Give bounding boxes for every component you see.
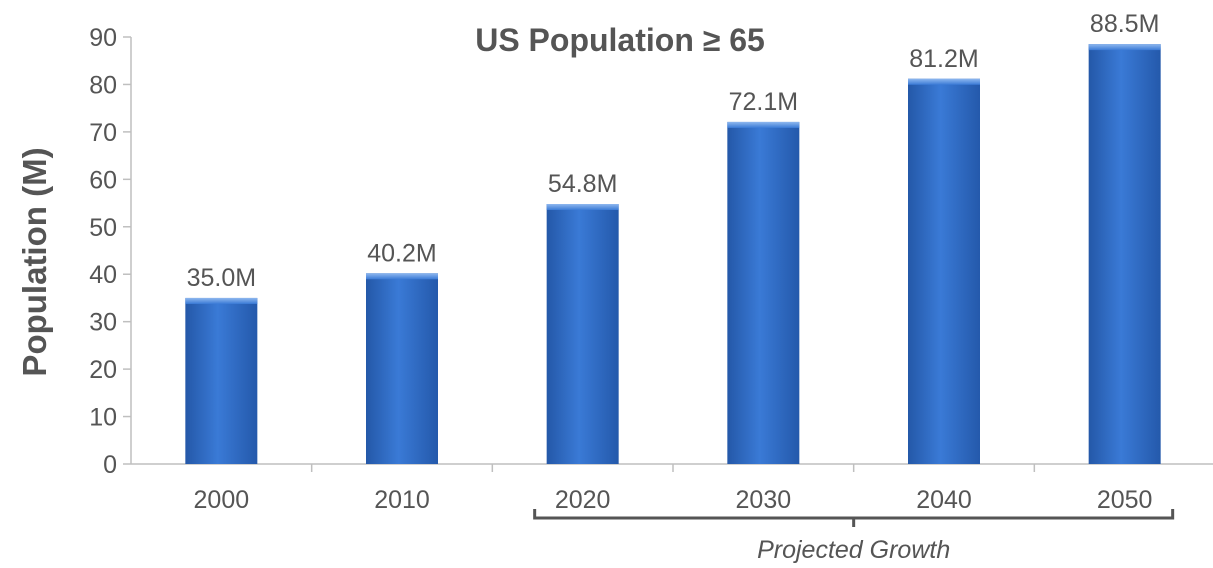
x-tick-label-2040: 2040 — [916, 486, 972, 514]
y-tick-label: 10 — [89, 404, 117, 432]
y-tick-label: 40 — [89, 261, 117, 289]
data-label-2000: 35.0M — [187, 264, 256, 292]
bar-body — [366, 273, 438, 464]
y-tick-label: 60 — [89, 166, 117, 194]
bar-top-highlight — [727, 121, 800, 128]
bar-top-highlight — [546, 204, 619, 211]
data-label-2010: 40.2M — [367, 239, 436, 267]
bar-2040 — [908, 78, 980, 465]
bar-2030 — [727, 121, 800, 465]
bar-body — [727, 121, 800, 465]
bar-body — [1088, 44, 1161, 464]
x-tick-label-2000: 2000 — [194, 486, 250, 514]
y-tick-label: 30 — [89, 309, 117, 337]
bar-body — [185, 297, 258, 464]
y-tick-label: 80 — [89, 71, 117, 99]
y-tick-label: 0 — [103, 451, 117, 479]
data-label-2030: 72.1M — [729, 88, 798, 116]
x-tick-label-2020: 2020 — [555, 486, 611, 514]
projected-growth-bracket: Projected Growth — [533, 509, 1175, 564]
bar-top-highlight — [1088, 44, 1161, 51]
y-tick-label: 70 — [89, 119, 117, 147]
bar-body — [908, 78, 980, 465]
y-tick-label: 50 — [89, 214, 117, 242]
bar-body — [546, 204, 619, 464]
projected-growth-label: Projected Growth — [757, 536, 950, 564]
bracket-line — [533, 509, 1175, 527]
x-tick-label-2010: 2010 — [374, 486, 430, 514]
x-tick-label-2030: 2030 — [736, 486, 792, 514]
y-tick-label: 20 — [89, 356, 117, 384]
bar-2010 — [366, 273, 438, 464]
bar-2020 — [546, 204, 619, 464]
bar-top-highlight — [366, 273, 438, 280]
y-axis: 0 10 20 30 40 50 60 70 80 90 — [89, 24, 132, 479]
x-axis — [131, 463, 1213, 472]
data-label-2050: 88.5M — [1090, 10, 1159, 38]
bar-2000 — [185, 297, 258, 464]
bar-top-highlight — [908, 78, 980, 85]
bar-top-highlight — [185, 297, 258, 304]
chart-title: US Population ≥ 65 — [475, 22, 765, 58]
category-labels: 2000 2010 2020 2030 2040 2050 — [194, 486, 1153, 514]
y-tick-label: 90 — [89, 24, 117, 52]
x-tick-label-2050: 2050 — [1097, 486, 1153, 514]
data-label-2040: 81.2M — [909, 45, 978, 73]
bar-2050 — [1088, 44, 1161, 464]
y-axis-label: Population (M) — [16, 147, 53, 376]
bars — [185, 44, 1161, 465]
data-labels: 35.0M 40.2M 54.8M 72.1M 81.2M 88.5M — [187, 10, 1160, 292]
data-label-2020: 54.8M — [548, 170, 617, 198]
